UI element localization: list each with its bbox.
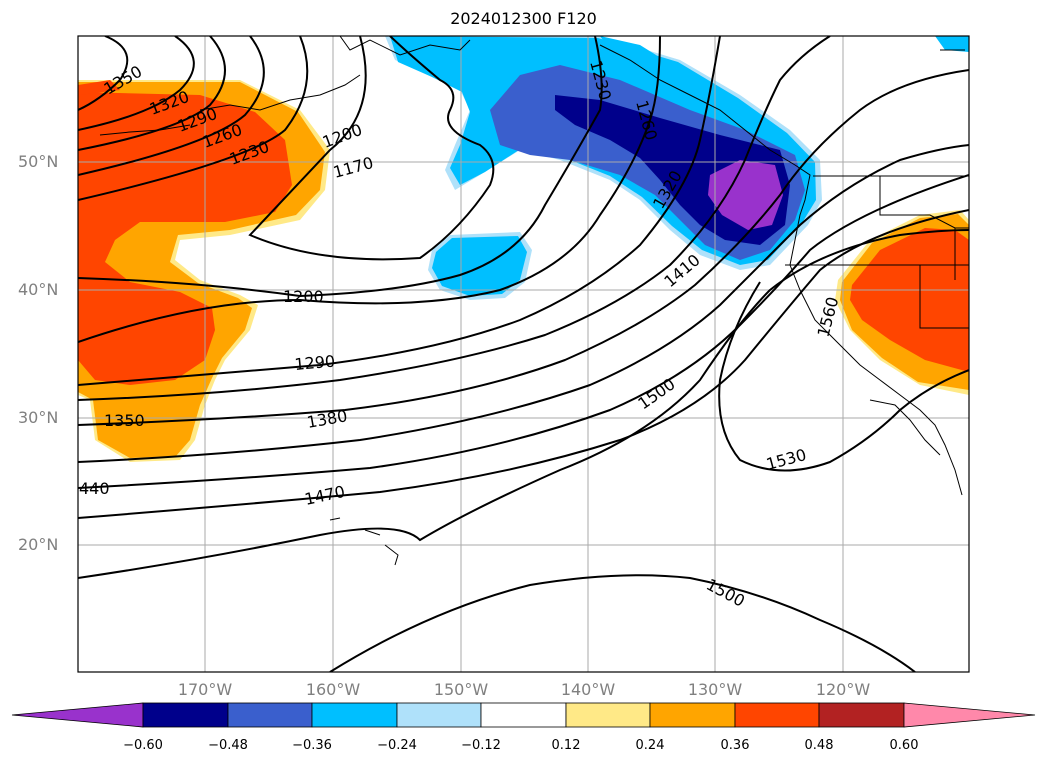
colorbar-tick: −0.36: [292, 738, 332, 753]
lon-label-170w: 170°W: [177, 680, 233, 699]
contour-label: 1200: [283, 287, 324, 306]
contour-label: 1290: [294, 352, 336, 374]
colorbar-tick: −0.48: [208, 738, 248, 753]
map-frame: [77, 35, 970, 673]
lon-label-140w: 140°W: [560, 680, 616, 699]
lon-label-150w: 150°W: [433, 680, 489, 699]
colorbar-tick: −0.24: [377, 738, 417, 753]
colorbar-tick: 0.36: [720, 738, 750, 753]
colorbar-tick: −0.12: [461, 738, 501, 753]
colorbar-tick: 0.24: [635, 738, 665, 753]
coastlines: [99, 36, 969, 566]
lat-label-20n: 20°N: [18, 535, 59, 554]
colorbar-tick: −0.60: [123, 738, 163, 753]
positive-anomaly-east: [835, 210, 969, 395]
colorbar: [11, 702, 1036, 728]
colorbar-tick: 0.48: [804, 738, 834, 753]
contour-label: 1470: [303, 482, 347, 509]
lon-label-120w: 120°W: [815, 680, 871, 699]
lon-label-130w: 130°W: [687, 680, 743, 699]
height-contours: [78, 36, 969, 672]
lat-label-50n: 50°N: [18, 152, 59, 171]
contour-label: 1200: [320, 120, 365, 152]
contour-label: 1410: [660, 250, 703, 291]
lat-label-40n: 40°N: [18, 280, 59, 299]
positive-anomaly-west: [78, 80, 330, 462]
map-title: 2024012300 F120: [450, 9, 597, 28]
contour-label: 1350: [104, 411, 145, 430]
colorbar-tick: 0.60: [889, 738, 919, 753]
contour-label: 1380: [305, 406, 348, 432]
lat-label-30n: 30°N: [18, 408, 59, 427]
contour-label: 1170: [331, 153, 375, 182]
graticule: [78, 36, 969, 672]
contour-label: 1500: [703, 575, 748, 611]
lon-label-160w: 160°W: [305, 680, 361, 699]
contour-label: 1560: [814, 295, 843, 339]
colorbar-tick: 0.12: [551, 738, 581, 753]
contour-label: 440: [79, 479, 110, 498]
